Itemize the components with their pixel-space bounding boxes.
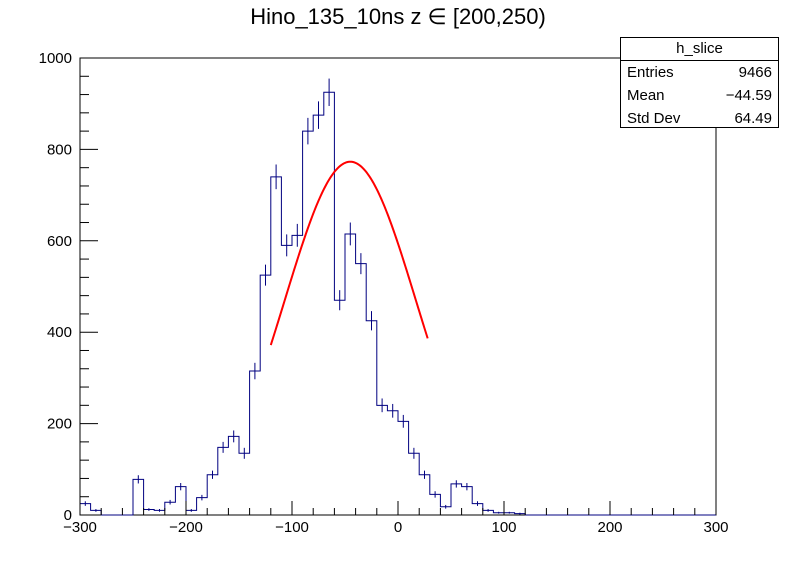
fit-curve-group	[269, 160, 429, 346]
stats-mean-label: Mean	[627, 87, 665, 104]
error-bars	[84, 78, 521, 515]
axes: −300 −200 −100 0 100 200 300 0 200 400 600 800 1000	[39, 50, 729, 536]
x-tick-label: 0	[394, 519, 402, 536]
x-tick-label: −100	[275, 519, 309, 536]
histogram-outline	[79, 91, 716, 516]
chart-title: Hino_135_10ns z ∈ [200,250)	[250, 4, 546, 29]
stats-entries-value: 9466	[738, 64, 772, 81]
gaussian-fit-curve	[269, 160, 429, 346]
x-tick-label: −200	[169, 519, 203, 536]
stats-mean-value: −44.59	[725, 87, 772, 104]
x-tick-label: 100	[491, 519, 516, 536]
stats-stddev-value: 64.49	[734, 110, 772, 127]
y-tick-label: 400	[47, 324, 72, 341]
x-tick-label: 300	[703, 519, 728, 536]
x-tick-label: −300	[63, 519, 97, 536]
stats-row-mean: Mean −44.59	[621, 84, 778, 107]
stats-entries-label: Entries	[627, 64, 674, 81]
y-tick-label: 1000	[39, 50, 72, 67]
y-tick-label: 800	[47, 141, 72, 158]
stats-row-entries: Entries 9466	[621, 61, 778, 84]
histogram-series	[79, 91, 716, 516]
y-tick-label: 600	[47, 233, 72, 250]
x-tick-label: 200	[597, 519, 622, 536]
y-tick-label: 200	[47, 416, 72, 433]
stats-row-stddev: Std Dev 64.49	[621, 107, 778, 130]
stats-stddev-label: Std Dev	[627, 110, 681, 127]
stats-box: h_slice Entries 9466 Mean −44.59 Std Dev…	[620, 37, 779, 128]
stats-box-title: h_slice	[621, 38, 778, 61]
y-tick-label: 0	[64, 507, 72, 524]
